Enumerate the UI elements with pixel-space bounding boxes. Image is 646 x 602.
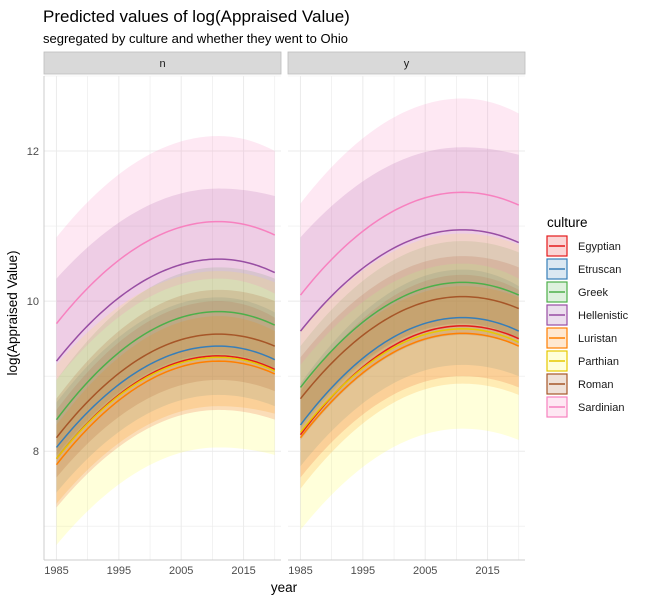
confidence-band-greek [56, 267, 275, 459]
legend-label: Hellenistic [578, 310, 629, 322]
x-tick-label: 2015 [475, 565, 499, 577]
series-line-hellenistic [55, 258, 276, 362]
series-line-parthian [299, 328, 520, 433]
legend-label: Greek [578, 287, 608, 299]
confidence-band-etruscan [300, 269, 519, 467]
x-tick-label: 2005 [169, 565, 193, 577]
confidence-band-luristan [56, 316, 275, 504]
confidence-band-roman [56, 289, 275, 478]
legend: culture Egyptian Etruscan Greek Hellenistic… [546, 215, 629, 418]
series-line-roman [55, 333, 276, 439]
x-tick-label: 2005 [413, 565, 437, 577]
legend-item-greek: Greek [546, 281, 608, 303]
facet-strip-n [43, 51, 282, 75]
legend-label: Sardinian [578, 402, 624, 414]
series-line-parthian [55, 356, 276, 460]
confidence-band-parthian [300, 233, 519, 530]
series-line-roman [299, 295, 520, 400]
confidence-band-greek [300, 241, 519, 429]
legend-item-sardinian: Sardinian [546, 396, 624, 418]
x-tick-label: 1995 [351, 565, 375, 577]
y-tick-label: 10 [27, 296, 39, 308]
confidence-band-hellenistic [300, 147, 519, 425]
legend-label: Etruscan [578, 264, 621, 276]
legend-item-hellenistic: Hellenistic [546, 304, 629, 326]
facet-panel-y: y 1985 1995 2005 2015 [287, 51, 526, 577]
series-line-sardinian [55, 220, 276, 325]
confidence-band-parthian [56, 271, 275, 545]
series-line-luristan [55, 360, 276, 466]
legend-label: Parthian [578, 356, 619, 368]
series-line-etruscan [299, 316, 520, 426]
facet-strip-y [287, 51, 526, 75]
legend-item-etruscan: Etruscan [546, 258, 621, 280]
legend-item-roman: Roman [546, 373, 613, 395]
legend-item-parthian: Parthian [546, 350, 619, 372]
gridlines [44, 75, 281, 560]
confidence-band-luristan [300, 286, 519, 489]
facet-strip-label: y [404, 58, 410, 70]
y-axis-title: log(Appraised Value) [5, 250, 20, 375]
chart-subtitle: segregated by culture and whether they w… [43, 31, 348, 46]
confidence-band-roman [300, 256, 519, 440]
gridlines [288, 75, 525, 560]
confidence-band-egyptian [56, 301, 275, 508]
series-line-luristan [299, 332, 520, 439]
x-axis-title: year [271, 580, 298, 595]
series-line-etruscan [55, 345, 276, 448]
legend-label: Luristan [578, 333, 617, 345]
legend-item-egyptian: Egyptian [546, 235, 621, 257]
confidence-band-sardinian [56, 136, 275, 380]
x-tick-label: 1985 [288, 565, 312, 577]
facet-strip-label: n [159, 58, 165, 70]
series-line-greek [55, 310, 276, 421]
facet-panel-n: n 1985 1995 2005 2015 8 10 12 [27, 51, 282, 577]
legend-item-luristan: Luristan [546, 327, 617, 349]
x-tick-label: 2015 [231, 565, 255, 577]
legend-label: Egyptian [578, 241, 621, 253]
legend-title: culture [547, 215, 588, 230]
y-tick-label: 12 [27, 146, 39, 158]
chart-title: Predicted values of log(Appraised Value) [43, 7, 350, 26]
legend-label: Roman [578, 379, 613, 391]
series-line-greek [299, 281, 520, 388]
confidence-band-hellenistic [56, 188, 275, 455]
series-line-sardinian [299, 191, 520, 296]
confidence-band-sardinian [300, 98, 519, 365]
x-tick-label: 1995 [107, 565, 131, 577]
series-line-hellenistic [299, 229, 520, 332]
y-tick-label: 8 [33, 446, 39, 458]
x-tick-label: 1985 [44, 565, 68, 577]
